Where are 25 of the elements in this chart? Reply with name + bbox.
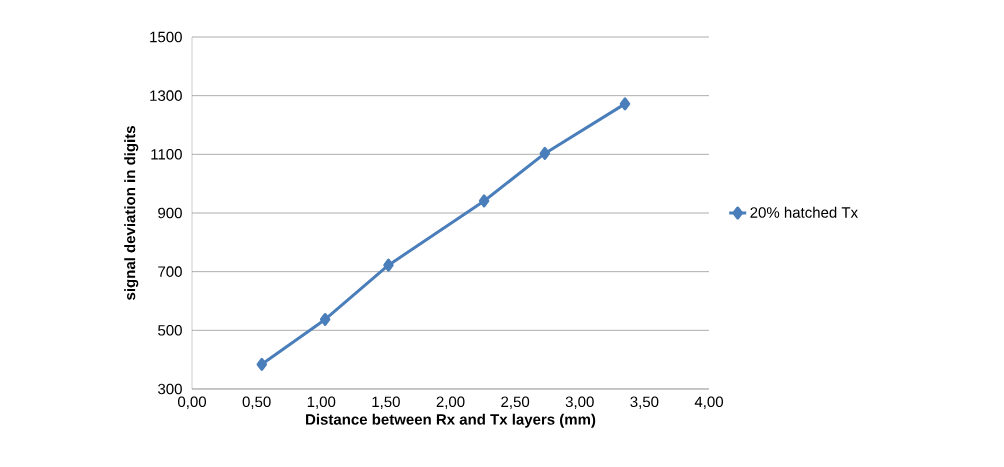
- x-tick-label: 3,50: [630, 396, 659, 409]
- x-tick-label: 1,00: [307, 396, 336, 409]
- x-tick-label: 0,00: [178, 396, 207, 409]
- x-tick-label: 1,50: [372, 396, 400, 409]
- y-tick-label: 900: [158, 207, 182, 219]
- y-tick-label: 700: [158, 266, 182, 277]
- y-axis-title: signal deviation in digits: [124, 126, 139, 300]
- y-tick-label: 300: [158, 383, 182, 395]
- x-axis-title: Distance between Rx and Tx layers (mm): [306, 413, 596, 428]
- point: [383, 258, 394, 272]
- y-tick-label: 500: [158, 325, 182, 336]
- point: [539, 146, 551, 160]
- point: [619, 97, 631, 111]
- point: [256, 357, 268, 371]
- point: [478, 194, 490, 208]
- y-tick-label: 1500: [150, 31, 182, 43]
- x-tick-label: 0,50: [242, 396, 271, 409]
- y-tick-label: 1100: [151, 149, 182, 160]
- x-tick-label: 3,00: [565, 396, 594, 409]
- point: [319, 312, 331, 326]
- legend-label: 20% hatched Tx: [750, 206, 858, 218]
- y-tick-label: 1300: [150, 90, 182, 101]
- x-tick-label: 2,00: [436, 396, 465, 409]
- x-tick-label: 4,00: [694, 396, 724, 409]
- x-tick-label: 2,50: [501, 396, 530, 409]
